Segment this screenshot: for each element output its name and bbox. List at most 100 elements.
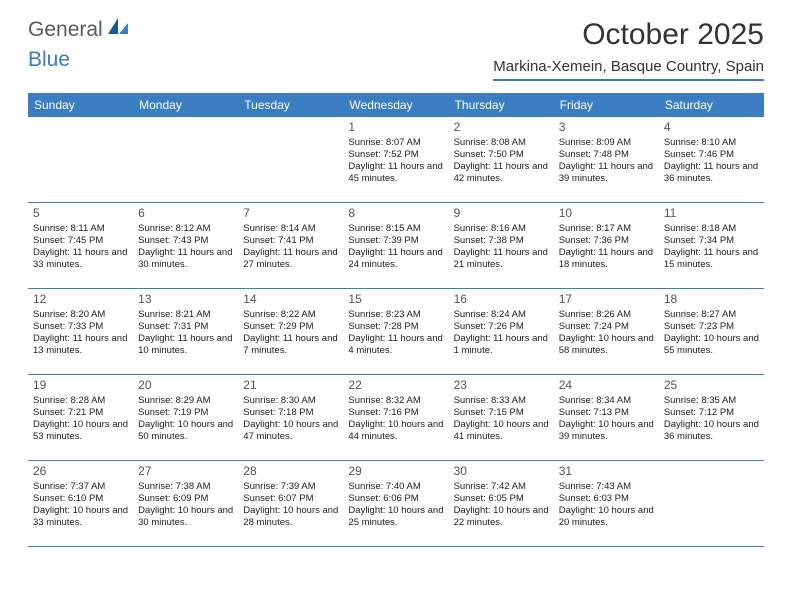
- sunrise-text: Sunrise: 8:32 AM: [348, 395, 443, 407]
- day-cell: 12 Sunrise: 8:20 AMSunset: 7:33 PMDayligh…: [28, 289, 133, 375]
- sunrise-text: Sunrise: 8:17 AM: [559, 223, 654, 235]
- daylight-text: Daylight: 11 hours and 15 minutes.: [664, 247, 759, 271]
- sunrise-text: Sunrise: 7:37 AM: [33, 481, 128, 493]
- sunrise-text: Sunrise: 8:15 AM: [348, 223, 443, 235]
- daylight-text: Daylight: 11 hours and 4 minutes.: [348, 333, 443, 357]
- sunset-text: Sunset: 7:34 PM: [664, 235, 759, 247]
- day-number: 15: [348, 292, 443, 307]
- logo: General: [28, 18, 131, 42]
- weekday-label: Friday: [554, 93, 659, 117]
- daylight-text: Daylight: 11 hours and 45 minutes.: [348, 161, 443, 185]
- weekday-label: Sunday: [28, 93, 133, 117]
- logo-blue-text-wrap: Blue: [28, 48, 70, 72]
- daylight-text: Daylight: 10 hours and 25 minutes.: [348, 505, 443, 529]
- calendar: SundayMondayTuesdayWednesdayThursdayFrid…: [28, 93, 764, 547]
- daylight-text: Daylight: 10 hours and 47 minutes.: [243, 419, 338, 443]
- day-number: 27: [138, 464, 233, 479]
- day-cell: 20Sunrise: 8:29 AMSunset: 7:19 PMDayligh…: [133, 375, 238, 461]
- day-cell: 5Sunrise: 8:11 AMSunset: 7:45 PMDaylight…: [28, 203, 133, 289]
- calendar-grid: 1Sunrise: 8:07 AMSunset: 7:52 PMDaylight…: [28, 117, 764, 547]
- sunrise-text: Sunrise: 8:12 AM: [138, 223, 233, 235]
- sunrise-text: Sunrise: 8:30 AM: [243, 395, 338, 407]
- sunrise-text: Sunrise: 8:34 AM: [559, 395, 654, 407]
- sunrise-text: Sunrise: 8:20 AM: [33, 309, 128, 321]
- sunrise-text: Sunrise: 8:26 AM: [559, 309, 654, 321]
- daylight-text: Daylight: 10 hours and 58 minutes.: [559, 333, 654, 357]
- day-cell: 19Sunrise: 8:28 AMSunset: 7:21 PMDayligh…: [28, 375, 133, 461]
- title-block: October 2025 Markina-Xemein, Basque Coun…: [493, 18, 764, 81]
- day-cell: 9Sunrise: 8:16 AMSunset: 7:38 PMDaylight…: [449, 203, 554, 289]
- day-number: 2: [454, 120, 549, 135]
- day-number: 6: [138, 206, 233, 221]
- day-cell: 21Sunrise: 8:30 AMSunset: 7:18 PMDayligh…: [238, 375, 343, 461]
- day-number: 10: [559, 206, 654, 221]
- sunrise-text: Sunrise: 8:08 AM: [454, 137, 549, 149]
- day-cell: 3Sunrise: 8:09 AMSunset: 7:48 PMDaylight…: [554, 117, 659, 203]
- daylight-text: Daylight: 11 hours and 1 minute.: [454, 333, 549, 357]
- logo-sail-icon: [107, 17, 129, 42]
- day-number: 19: [33, 378, 128, 393]
- day-cell: 24Sunrise: 8:34 AMSunset: 7:13 PMDayligh…: [554, 375, 659, 461]
- day-number: 31: [559, 464, 654, 479]
- empty-cell: [28, 117, 133, 203]
- sunset-text: Sunset: 7:45 PM: [33, 235, 128, 247]
- daylight-text: Daylight: 10 hours and 33 minutes.: [33, 505, 128, 529]
- daylight-text: Daylight: 11 hours and 36 minutes.: [664, 161, 759, 185]
- day-number: 22: [348, 378, 443, 393]
- sunset-text: Sunset: 6:03 PM: [559, 493, 654, 505]
- day-number: 11: [664, 206, 759, 221]
- sunset-text: Sunset: 7:29 PM: [243, 321, 338, 333]
- daylight-text: Daylight: 10 hours and 55 minutes.: [664, 333, 759, 357]
- sunset-text: Sunset: 7:38 PM: [454, 235, 549, 247]
- day-number: 12: [33, 292, 128, 307]
- empty-cell: [133, 117, 238, 203]
- day-cell: 29Sunrise: 7:40 AMSunset: 6:06 PMDayligh…: [343, 461, 448, 547]
- daylight-text: Daylight: 10 hours and 53 minutes.: [33, 419, 128, 443]
- day-number: 26: [33, 464, 128, 479]
- day-cell: 13Sunrise: 8:21 AMSunset: 7:31 PMDayligh…: [133, 289, 238, 375]
- sunset-text: Sunset: 6:05 PM: [454, 493, 549, 505]
- sunset-text: Sunset: 7:52 PM: [348, 149, 443, 161]
- day-cell: 4Sunrise: 8:10 AMSunset: 7:46 PMDaylight…: [659, 117, 764, 203]
- sunset-text: Sunset: 7:33 PM: [33, 321, 128, 333]
- day-number: 1: [348, 120, 443, 135]
- sunrise-text: Sunrise: 8:24 AM: [454, 309, 549, 321]
- weekday-header: SundayMondayTuesdayWednesdayThursdayFrid…: [28, 93, 764, 117]
- day-cell: 7Sunrise: 8:14 AMSunset: 7:41 PMDaylight…: [238, 203, 343, 289]
- daylight-text: Daylight: 10 hours and 36 minutes.: [664, 419, 759, 443]
- daylight-text: Daylight: 10 hours and 20 minutes.: [559, 505, 654, 529]
- sunset-text: Sunset: 6:06 PM: [348, 493, 443, 505]
- daylight-text: Daylight: 11 hours and 10 minutes.: [138, 333, 233, 357]
- day-number: 24: [559, 378, 654, 393]
- sunrise-text: Sunrise: 8:14 AM: [243, 223, 338, 235]
- month-title: October 2025: [493, 18, 764, 52]
- day-cell: 17Sunrise: 8:26 AMSunset: 7:24 PMDayligh…: [554, 289, 659, 375]
- day-number: 16: [454, 292, 549, 307]
- day-cell: 6Sunrise: 8:12 AMSunset: 7:43 PMDaylight…: [133, 203, 238, 289]
- day-cell: 16Sunrise: 8:24 AMSunset: 7:26 PMDayligh…: [449, 289, 554, 375]
- sunrise-text: Sunrise: 8:10 AM: [664, 137, 759, 149]
- sunset-text: Sunset: 6:10 PM: [33, 493, 128, 505]
- sunset-text: Sunset: 7:31 PM: [138, 321, 233, 333]
- daylight-text: Daylight: 11 hours and 27 minutes.: [243, 247, 338, 271]
- sunrise-text: Sunrise: 8:21 AM: [138, 309, 233, 321]
- sunset-text: Sunset: 6:07 PM: [243, 493, 338, 505]
- day-cell: 27Sunrise: 7:38 AMSunset: 6:09 PMDayligh…: [133, 461, 238, 547]
- day-number: 30: [454, 464, 549, 479]
- sunrise-text: Sunrise: 8:29 AM: [138, 395, 233, 407]
- sunrise-text: Sunrise: 8:28 AM: [33, 395, 128, 407]
- day-cell: 11 Sunrise: 8:18 AMSunset: 7:34 PMDayligh…: [659, 203, 764, 289]
- logo-text-blue: Blue: [28, 48, 70, 71]
- day-cell: 26 Sunrise: 7:37 AMSunset: 6:10 PMDayligh…: [28, 461, 133, 547]
- sunrise-text: Sunrise: 8:18 AM: [664, 223, 759, 235]
- day-number: 18: [664, 292, 759, 307]
- daylight-text: Daylight: 11 hours and 30 minutes.: [138, 247, 233, 271]
- sunset-text: Sunset: 7:39 PM: [348, 235, 443, 247]
- sunrise-text: Sunrise: 8:27 AM: [664, 309, 759, 321]
- day-number: 20: [138, 378, 233, 393]
- daylight-text: Daylight: 11 hours and 42 minutes.: [454, 161, 549, 185]
- daylight-text: Daylight: 11 hours and 13 minutes.: [33, 333, 128, 357]
- day-number: 28: [243, 464, 338, 479]
- day-number: 5: [33, 206, 128, 221]
- sunset-text: Sunset: 7:23 PM: [664, 321, 759, 333]
